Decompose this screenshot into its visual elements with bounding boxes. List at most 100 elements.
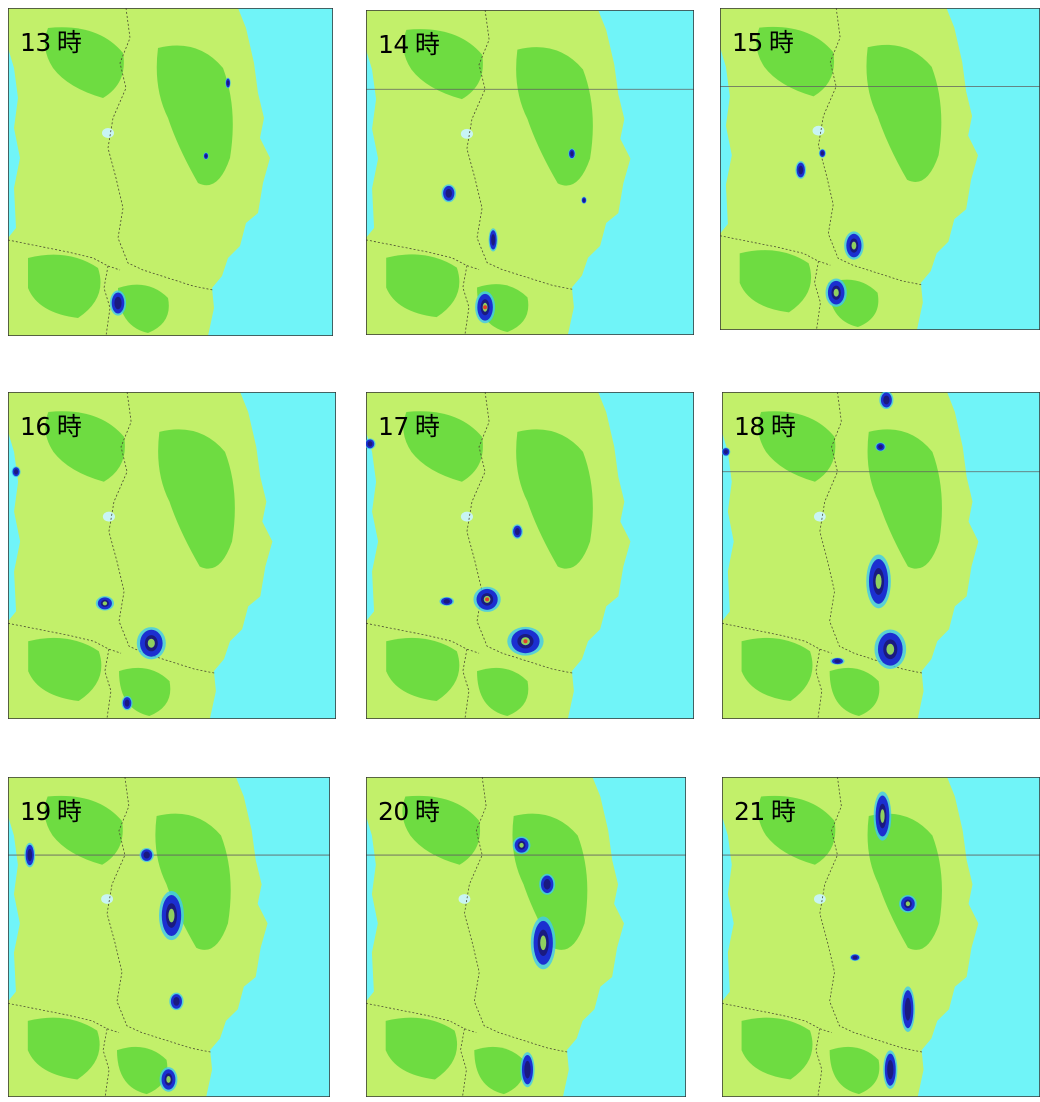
prefecture-border [104,649,112,719]
mountain-terrain [756,26,835,97]
prefecture-border [366,239,480,270]
map-15 [720,8,1040,330]
rain-echo-heavy [904,997,912,1021]
mountain-terrain [866,44,942,182]
rain-echo-heavy [124,699,130,707]
mountain-terrain [741,637,813,702]
rain-echo-heavy [514,527,520,536]
hour-label-14: 14 時 [378,30,440,59]
prefecture-border [815,649,823,719]
map-13 [8,8,333,336]
hour-label-19: 19 時 [20,797,82,826]
rain-echo-heavy [883,395,890,405]
mountain-terrain [867,813,942,950]
radar-map-panel-13: 13 時 [8,8,333,336]
radar-map-panel-17: 17 時 [366,392,694,719]
rain-echo-intense [519,842,524,848]
prefecture-border [460,1028,467,1097]
rain-echo-heavy [27,848,33,862]
rain-echo-intense [102,601,108,606]
rain-echo-intense [166,1076,171,1083]
hour-label-18: 18 時 [734,412,796,441]
rain-echo-intense [540,935,547,951]
mountain-terrain [45,411,125,482]
hour-label-17: 17 時 [378,412,440,441]
rain-echo-intense [168,908,175,923]
prefecture-border [819,777,923,1053]
rain-echo-heavy [14,469,19,475]
rain-echo-heavy [887,1060,894,1080]
rain-echo-heavy [582,198,586,203]
lake [460,511,473,522]
lake [812,125,825,136]
prefecture-border [720,235,831,266]
prefecture-border [466,10,573,290]
rain-echo-intense [833,288,839,297]
map-20 [366,777,686,1097]
mountain-terrain [386,637,460,702]
hour-label-20: 20 時 [378,797,440,826]
lake [813,511,826,522]
rain-echo-heavy [798,165,804,175]
lake [458,894,471,904]
mountain-terrain [403,29,483,100]
map-21 [722,777,1040,1097]
rain-echo-heavy [570,150,574,157]
rain-echo-intense [147,638,155,648]
mountain-terrain [385,1017,458,1080]
prefecture-border [814,261,821,330]
mountain-terrain [402,795,481,865]
map-14 [366,10,694,335]
rain-echo-intense [880,809,885,823]
mountain-terrain [28,254,101,318]
rain-echo-extreme [523,639,528,644]
rain-echo-extreme [485,597,490,602]
prefecture-border [462,265,470,335]
map-19 [8,777,330,1097]
mountain-terrain [741,1017,813,1080]
prefecture-border [819,392,923,674]
mountain-terrain [116,1046,168,1095]
rain-echo-heavy [524,1060,531,1079]
prefecture-border [818,8,922,286]
mountain-terrain [158,429,235,569]
mountain-terrain [867,429,942,569]
mountain-terrain [28,637,102,702]
prefecture-border [722,622,832,654]
hour-label-15: 15 時 [732,28,794,57]
hour-label-16: 16 時 [20,412,82,441]
mountain-terrain [156,45,233,186]
lake [460,128,473,139]
prefecture-border [102,1028,110,1097]
prefecture-border [815,1028,823,1097]
rain-echo-intense [905,901,911,907]
radar-map-panel-14: 14 時 [366,10,694,335]
rain-echo-intense [886,643,895,655]
prefecture-border [462,649,470,719]
mountain-terrain [739,250,812,313]
rain-echo-heavy [114,296,122,310]
lake [102,511,115,522]
radar-map-panel-20: 20 時 [366,777,686,1097]
mountain-terrain [829,1046,880,1095]
map-16 [8,392,336,719]
radar-map-panel-16: 16 時 [8,392,336,719]
prefecture-border [366,1002,477,1033]
prefecture-border [466,392,573,674]
lake [813,894,826,904]
hour-label-13: 13 時 [20,28,82,57]
mountain-terrain [27,1017,100,1080]
radar-map-panel-15: 15 時 [720,8,1040,330]
radar-map-panel-18: 18 時 [722,392,1040,719]
prefecture-border [464,777,568,1053]
rain-echo-heavy [543,879,551,890]
rain-echo-intense [851,241,857,250]
mountain-terrain [758,411,836,482]
rain-echo-heavy [367,441,373,447]
mountain-terrain [403,411,483,482]
mountain-terrain [477,667,529,717]
prefecture-border [103,265,111,336]
rain-echo-heavy [204,154,208,158]
hour-label-21: 21 時 [734,797,796,826]
prefecture-border [107,8,214,291]
